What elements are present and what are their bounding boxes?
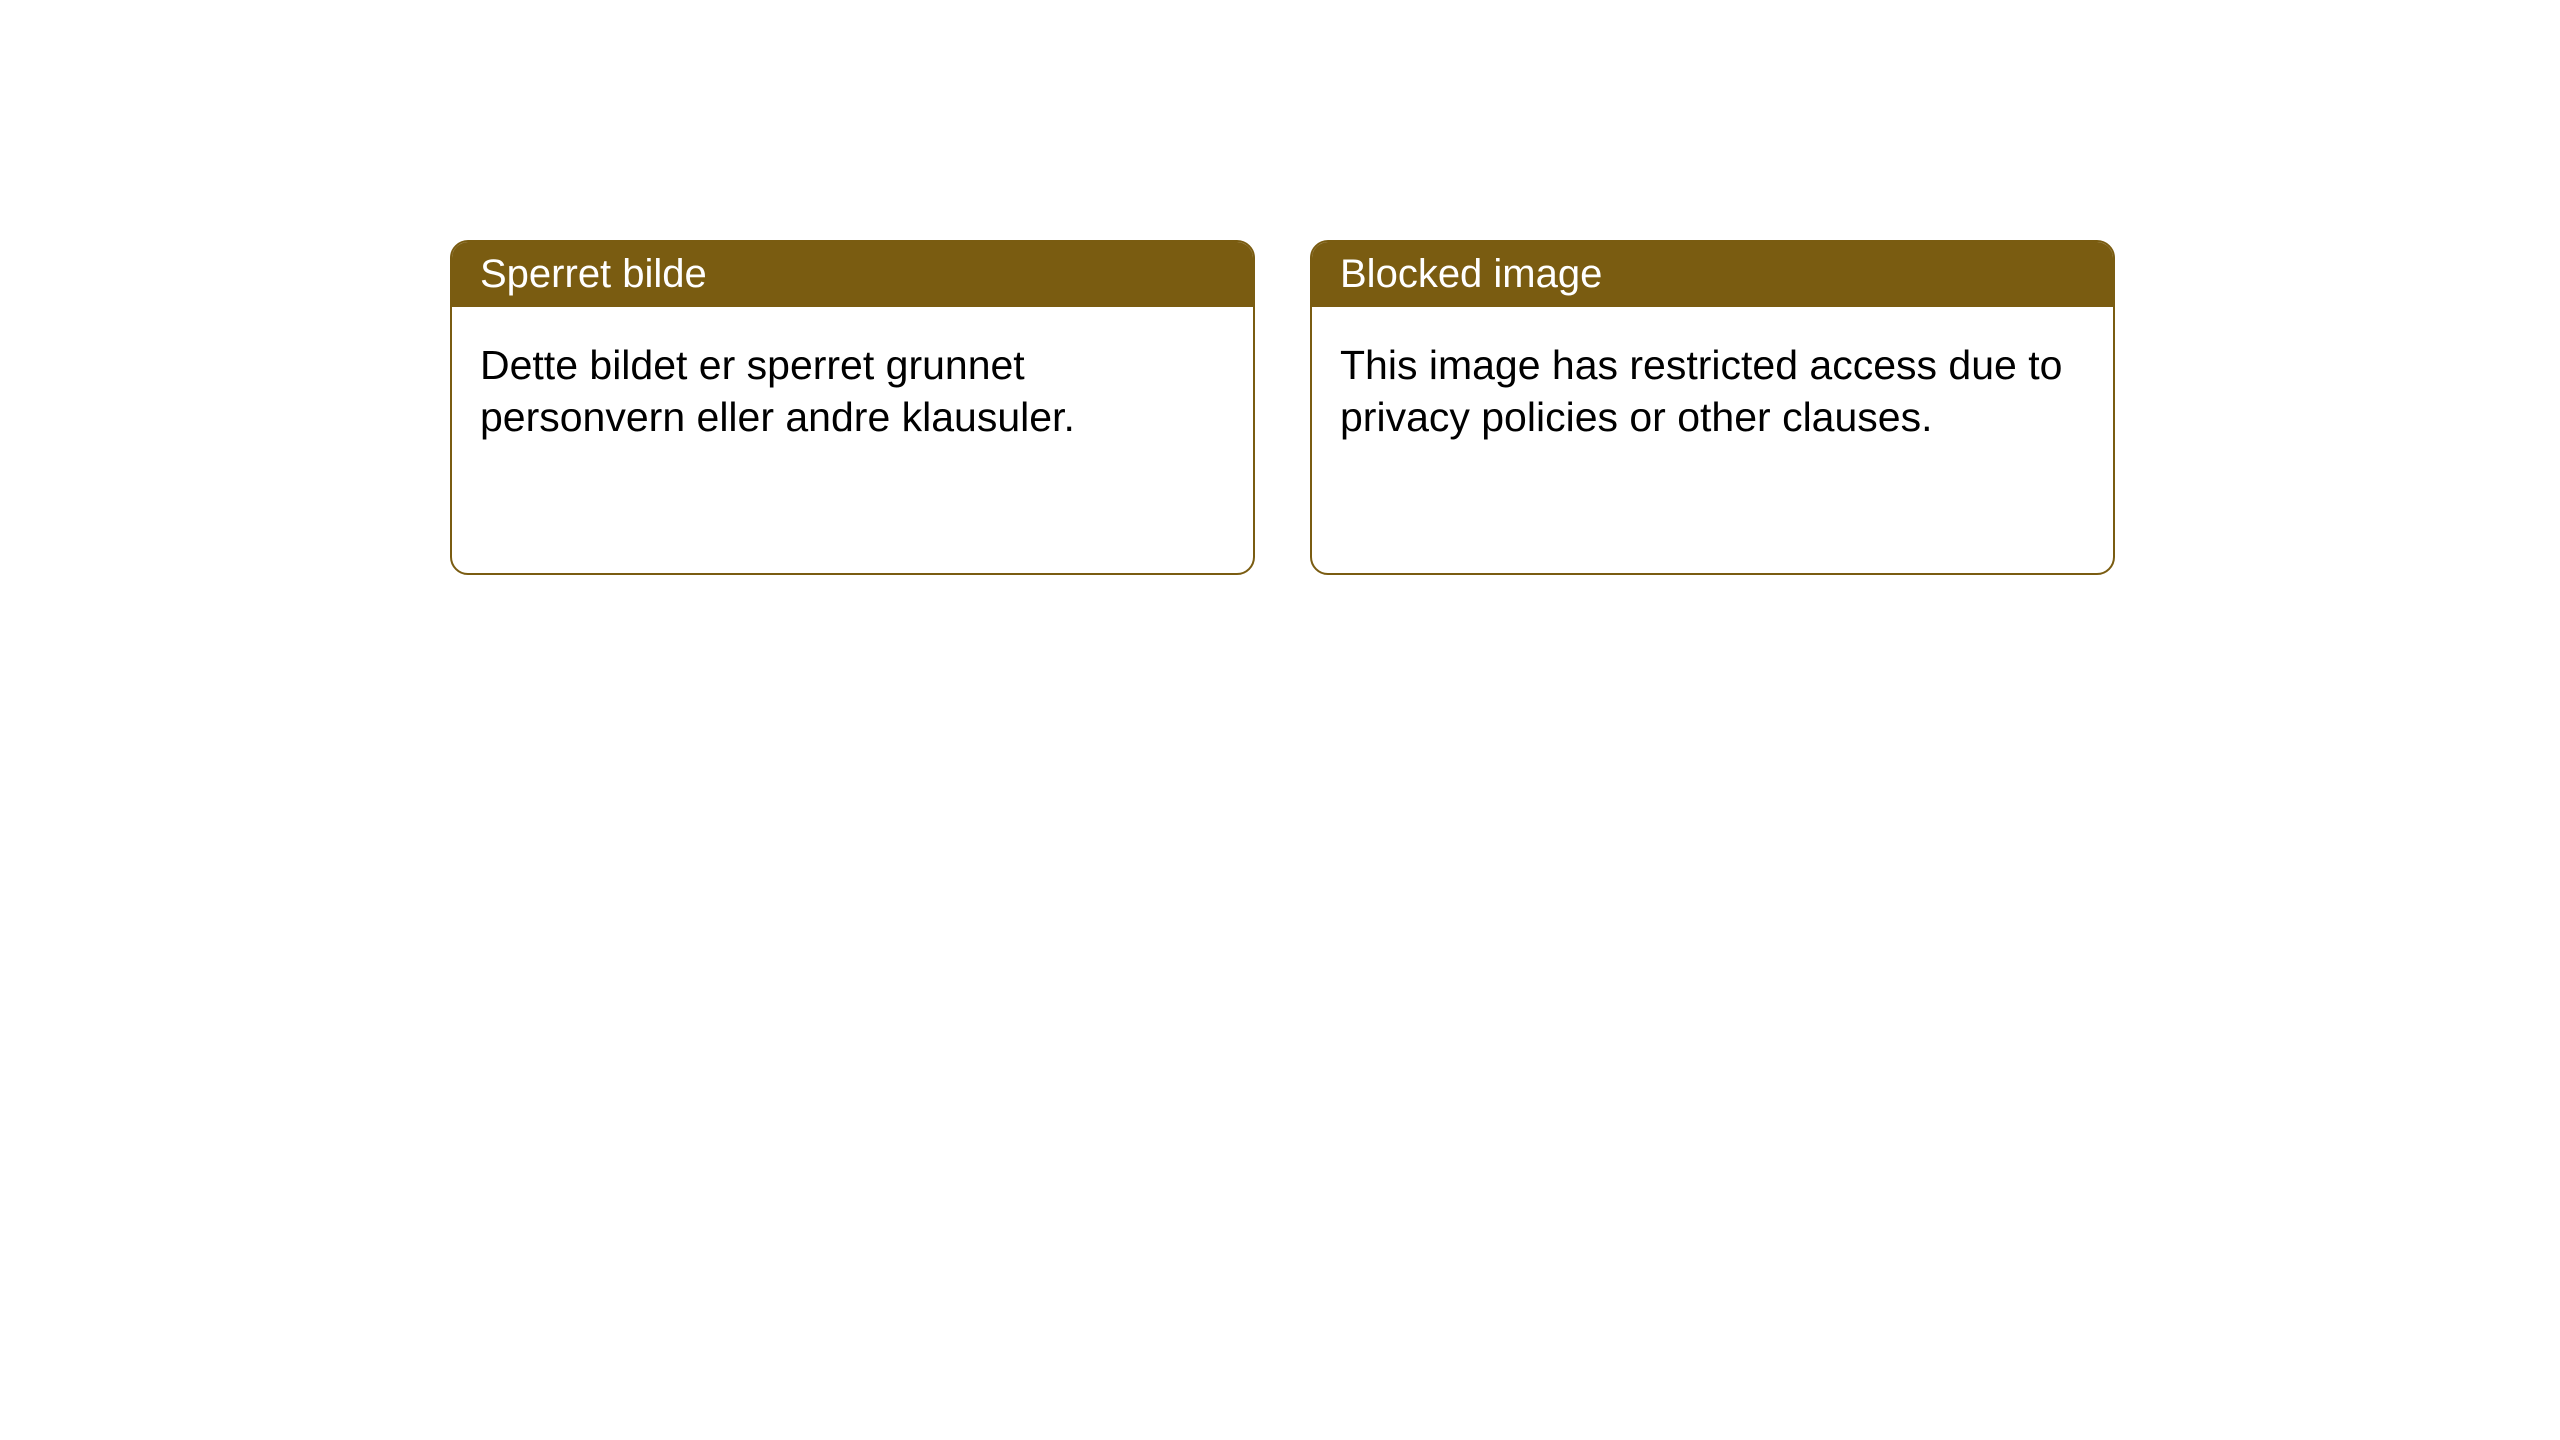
notice-body-text: Dette bildet er sperret grunnet personve…: [480, 342, 1075, 440]
notice-container: Sperret bilde Dette bildet er sperret gr…: [0, 0, 2560, 575]
notice-body-english: This image has restricted access due to …: [1312, 307, 2113, 476]
notice-header-text: Blocked image: [1340, 252, 1602, 296]
notice-body-text: This image has restricted access due to …: [1340, 342, 2062, 440]
notice-header-text: Sperret bilde: [480, 252, 707, 296]
notice-card-norwegian: Sperret bilde Dette bildet er sperret gr…: [450, 240, 1255, 575]
notice-body-norwegian: Dette bildet er sperret grunnet personve…: [452, 307, 1253, 476]
notice-header-english: Blocked image: [1312, 242, 2113, 307]
notice-card-english: Blocked image This image has restricted …: [1310, 240, 2115, 575]
notice-header-norwegian: Sperret bilde: [452, 242, 1253, 307]
